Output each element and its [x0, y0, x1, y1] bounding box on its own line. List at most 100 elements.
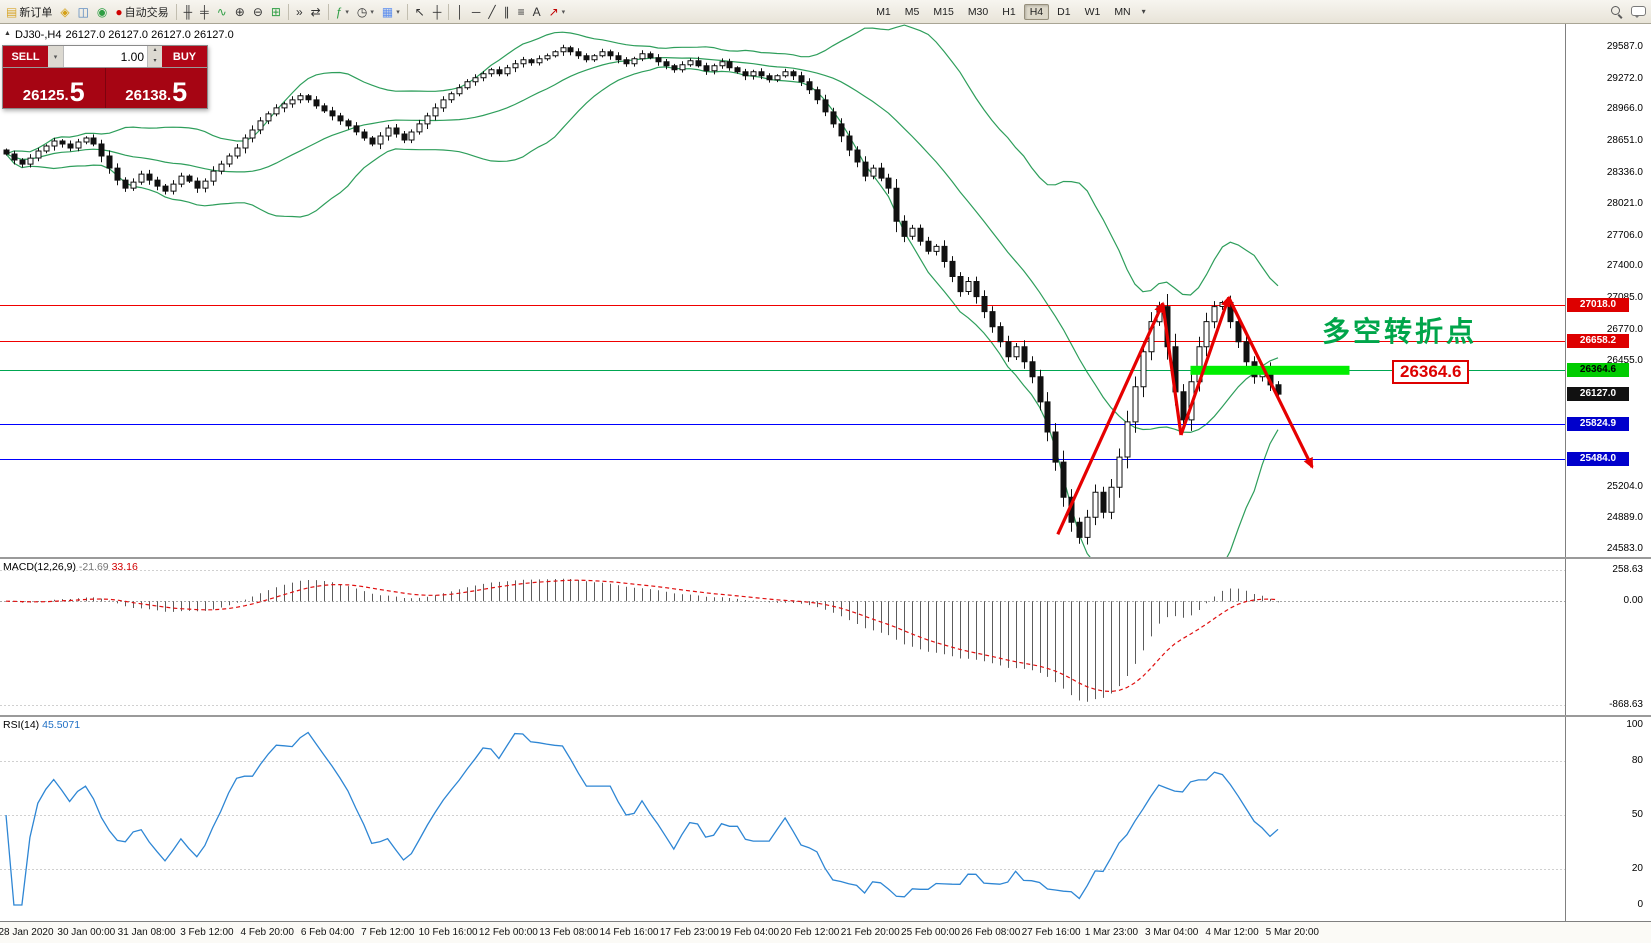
time-axis[interactable]: 28 Jan 2020 30 Jan 00:00 31 Jan 08:00 3 Feb…: [0, 921, 1651, 943]
autotrade-button[interactable]: ● 自动交易: [112, 3, 171, 21]
timeframe-m30-button[interactable]: M30: [967, 5, 989, 18]
crosshair-button[interactable]: ┼: [430, 5, 445, 19]
candlestick-chart[interactable]: [0, 24, 1565, 557]
bar-chart-icon: ╫: [183, 4, 193, 19]
price-tag: 26658.2: [1567, 333, 1629, 348]
horizontal-line-button[interactable]: ─: [469, 5, 484, 19]
trend-arrow-segment[interactable]: [1227, 296, 1314, 469]
candlestick-chart-button[interactable]: ╪: [197, 5, 212, 19]
time-axis-label: 1 Mar 23:00: [1084, 927, 1139, 938]
line-chart-button[interactable]: ∿: [214, 5, 230, 19]
chart-profiles-button[interactable]: ◈: [57, 5, 72, 19]
trend-arrow-segment[interactable]: [1179, 295, 1231, 436]
timeframe-h1-button[interactable]: H1: [1002, 5, 1016, 18]
price-axis-label: 26455.0: [1606, 355, 1643, 367]
indicators-icon: ƒ: [335, 4, 343, 19]
price-callout-label[interactable]: 26364.6: [1392, 360, 1470, 384]
timeframe-d1-button[interactable]: D1: [1057, 5, 1071, 18]
trendline-button[interactable]: ╱: [485, 5, 498, 19]
arrows-button[interactable]: ↗ ▾: [546, 5, 569, 19]
lot-increase-icon[interactable]: ▴: [153, 47, 157, 53]
timeframe-w1-button[interactable]: W1: [1084, 5, 1101, 18]
time-axis-label: 26 Feb 08:00: [961, 927, 1021, 938]
line-chart-icon: ∿: [216, 4, 227, 19]
time-axis-label: 5 Mar 20:00: [1265, 927, 1319, 938]
order-type-dropdown[interactable]: ▾: [48, 46, 64, 67]
timeframe-h4-button[interactable]: H4: [1023, 3, 1050, 20]
highlight-bar[interactable]: [1190, 365, 1350, 375]
timeframe-m5-button[interactable]: M5: [904, 5, 920, 18]
buy-button[interactable]: BUY: [162, 46, 207, 67]
buy-price-button[interactable]: 26138. 5: [105, 68, 207, 108]
macd-plot[interactable]: MACD(12,26,9) -21.69 33.16: [0, 559, 1565, 715]
turning-point-annotation[interactable]: 多空转折点: [1322, 316, 1478, 347]
periods-button[interactable]: ◷ ▾: [354, 5, 377, 19]
market-watch-button[interactable]: ◫: [75, 5, 92, 19]
timeframe-m15-button[interactable]: M15: [933, 5, 954, 18]
bar-chart-button[interactable]: ╫: [181, 5, 196, 19]
lot-stepper[interactable]: ▴ ▾: [147, 46, 162, 67]
timeframe-mn-button[interactable]: MN: [1114, 5, 1131, 18]
sell-price-button[interactable]: 26125. 5: [3, 68, 106, 108]
zoom-in-button[interactable]: ⊕: [232, 5, 248, 19]
panel-splitter[interactable]: [0, 557, 1651, 559]
templates-button[interactable]: ▦ ▾: [379, 5, 403, 19]
sell-button[interactable]: SELL: [3, 46, 48, 67]
chart-ohlc-info: DJ30-,H4 26127.0 26127.0 26127.0 26127.0: [15, 29, 238, 41]
community-button[interactable]: ◉: [94, 5, 110, 19]
trend-arrow-segment[interactable]: [1161, 303, 1183, 436]
rsi-axis-label: 20: [1631, 863, 1643, 874]
trend-arrows[interactable]: [1056, 295, 1314, 535]
zoom-out-button[interactable]: ⊖: [250, 5, 266, 19]
macd-chart[interactable]: [0, 559, 1565, 715]
rsi-axis[interactable]: 100 80 50 20 0: [1565, 717, 1651, 921]
trendline-icon: ╱: [488, 4, 496, 19]
arrows-icon: ↗: [548, 4, 559, 19]
price-tag: 27018.0: [1567, 297, 1629, 312]
time-axis-label: 10 Feb 16:00: [418, 927, 478, 938]
time-axis-label: 31 Jan 08:00: [117, 927, 176, 938]
price-axis-label: 24583.0: [1606, 543, 1643, 555]
rsi-axis-label: 0: [1637, 899, 1643, 910]
rsi-chart[interactable]: [0, 717, 1565, 921]
vertical-line-button[interactable]: │: [453, 5, 467, 19]
search-button[interactable]: [1607, 4, 1626, 19]
macd-main-value: -21.69: [78, 561, 109, 573]
zoom-out-icon: ⊖: [252, 4, 263, 19]
rsi-axis-label: 100: [1626, 719, 1643, 730]
rsi-plot[interactable]: RSI(14) 45.5071: [0, 717, 1565, 921]
new-order-button[interactable]: ▤ 新订单: [3, 3, 55, 21]
chart-profiles-icon: ◈: [60, 4, 70, 19]
price-axis-label: 27085.0: [1607, 292, 1643, 303]
macd-axis-label: 258.63: [1612, 564, 1643, 576]
indicators-button[interactable]: ƒ ▾: [333, 5, 352, 19]
new-order-button-label: 新订单: [19, 6, 53, 19]
chart-shift-button[interactable]: ⇄: [308, 5, 324, 19]
one-click-collapse-toggle[interactable]: ▲: [4, 30, 11, 37]
lot-size-input[interactable]: [64, 46, 147, 67]
toolbar-overflow-button[interactable]: ▾: [1141, 7, 1146, 16]
rsi-label: RSI(14) 45.5071: [3, 719, 80, 731]
fibonacci-button[interactable]: ≡: [515, 5, 528, 19]
cursor-button[interactable]: ↖: [412, 5, 428, 19]
auto-scroll-button[interactable]: »: [293, 5, 306, 19]
price-axis-label: 26770.0: [1606, 323, 1643, 335]
panel-splitter[interactable]: [0, 715, 1651, 717]
timeframe-m1-button[interactable]: M1: [876, 5, 891, 18]
chat-button[interactable]: [1628, 5, 1648, 19]
price-axis[interactable]: 29587.0 29272.0 28966.0 28651.0 28336.0 28021…: [1565, 24, 1651, 557]
periods-icon: ◷: [356, 4, 368, 19]
bollinger-lower-line: [5, 66, 1279, 557]
price-chart-plot[interactable]: ▲ DJ30-,H4 26127.0 26127.0 26127.0 26127.…: [0, 24, 1565, 557]
community-icon: ◉: [96, 4, 108, 19]
text-button[interactable]: A: [530, 5, 544, 19]
toolbar-separator: [327, 3, 329, 20]
channel-button[interactable]: ∥: [501, 5, 513, 19]
toolbar-separator: [406, 3, 408, 20]
trend-arrow-segment[interactable]: [1056, 301, 1165, 535]
sell-price-big-digit: 5: [69, 77, 85, 107]
one-click-trade-panel: SELL ▾ ▴▾ BUY 26125.5 26138.5: [2, 45, 208, 109]
lot-decrease-icon[interactable]: ▾: [153, 57, 157, 64]
macd-axis[interactable]: 258.63 0.00 -868.63: [1565, 559, 1651, 715]
tile-windows-button[interactable]: ⊞: [268, 5, 284, 19]
